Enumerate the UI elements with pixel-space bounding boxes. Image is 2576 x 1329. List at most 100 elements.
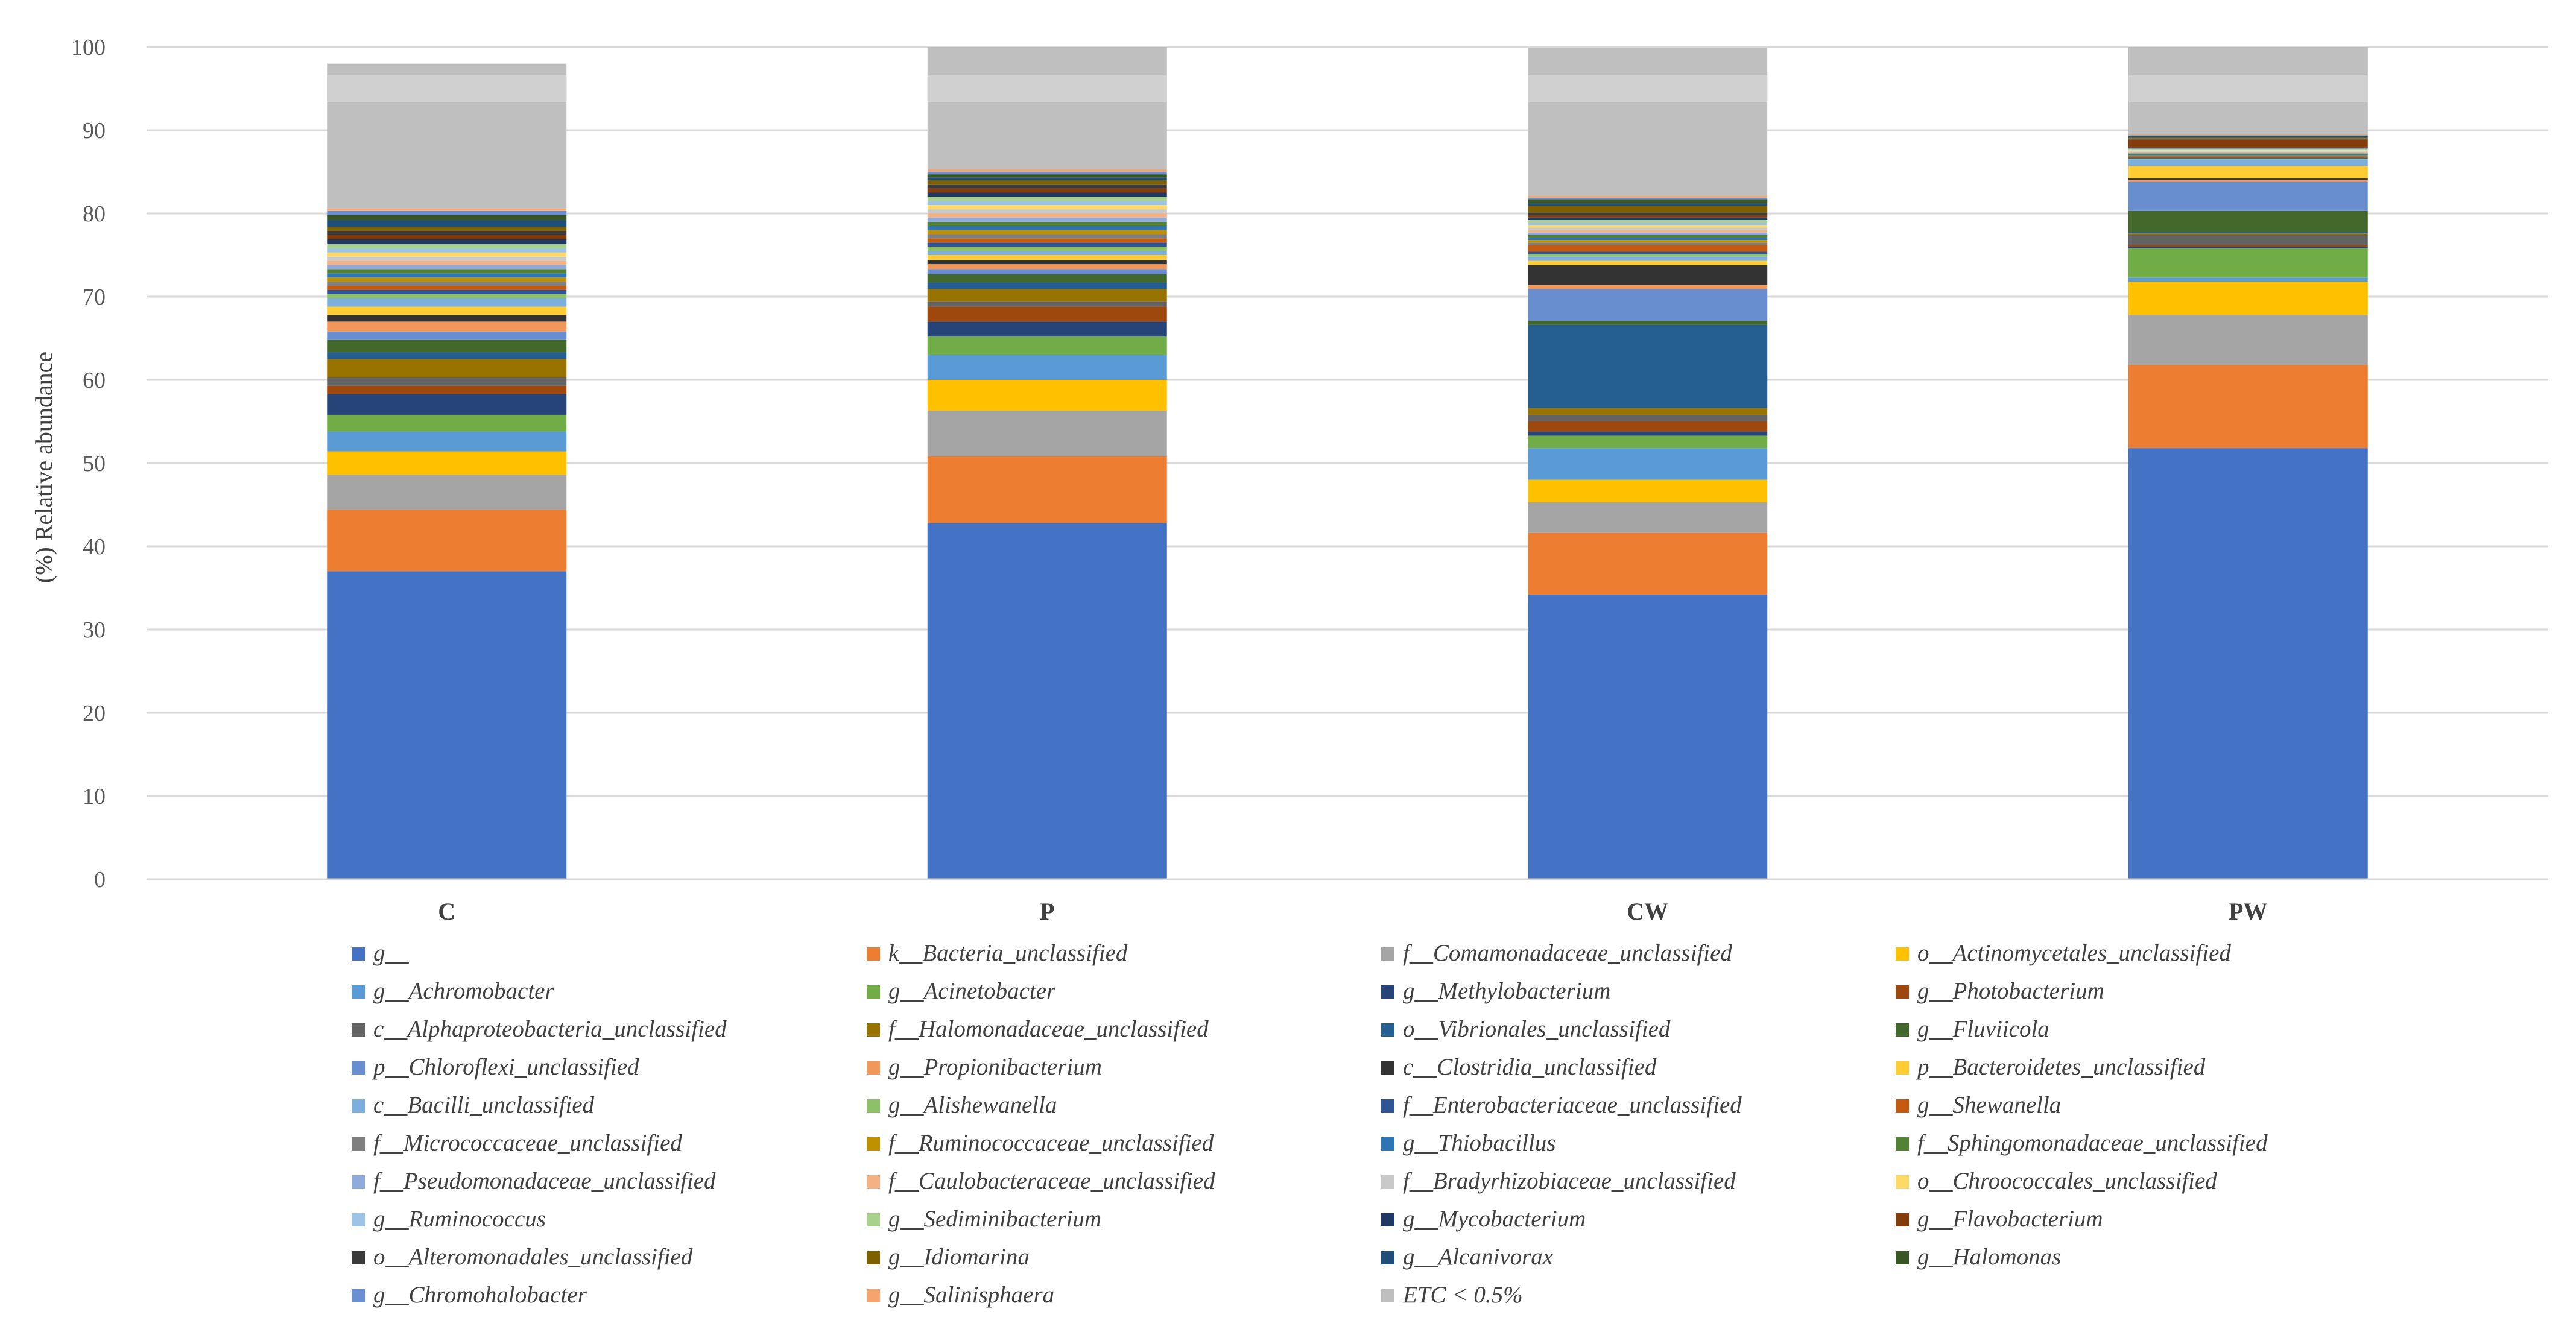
bar-segment xyxy=(327,256,567,261)
bar-segment xyxy=(927,234,1167,239)
bar-segment xyxy=(2128,448,2368,879)
bar-segment xyxy=(1528,431,1768,436)
legend-label: c__Clostridia_unclassified xyxy=(1403,1054,1657,1080)
bar-segment xyxy=(927,282,1167,289)
bar-segment xyxy=(2128,365,2368,449)
legend-item: g__Ruminococcus xyxy=(352,1206,546,1232)
legend-swatch xyxy=(1896,985,1909,999)
bar-segment xyxy=(927,301,1167,307)
bar-segment xyxy=(327,339,567,353)
bar-segment xyxy=(2128,139,2368,148)
bar-segment xyxy=(1528,232,1768,235)
y-tick-label: 30 xyxy=(83,617,106,643)
legend-label: f__Caulobacteraceae_unclassified xyxy=(888,1168,1215,1194)
bar-segment xyxy=(1528,199,1768,204)
bar-segment xyxy=(927,201,1167,206)
legend-swatch xyxy=(352,1023,365,1037)
bar-segment xyxy=(927,380,1167,411)
bar-segment xyxy=(327,451,567,475)
bar-segment xyxy=(927,172,1167,175)
legend-label: f__Enterobacteriaceae_unclassified xyxy=(1403,1092,1742,1118)
bar-segment xyxy=(327,377,567,386)
legend-swatch xyxy=(867,1175,880,1189)
bar-segment xyxy=(927,355,1167,380)
bar-segment xyxy=(1528,595,1768,879)
bar-segment xyxy=(2128,232,2368,234)
bars xyxy=(327,47,2368,879)
legend-swatch xyxy=(1381,1061,1394,1075)
legend-item: f__Enterobacteriaceae_unclassified xyxy=(1381,1092,1742,1118)
legend-item: g__Alishewanella xyxy=(867,1092,1057,1118)
bar-segment xyxy=(327,510,567,572)
bar-segment xyxy=(1528,203,1768,206)
bar-segment xyxy=(1528,227,1768,230)
bar-segment xyxy=(1528,223,1768,226)
bar-segment xyxy=(1528,245,1768,252)
y-tick-label: 100 xyxy=(71,35,106,60)
bar-segment xyxy=(1528,251,1768,254)
bar-segment xyxy=(1528,321,1768,325)
legend-label: g__Sediminibacterium xyxy=(888,1206,1101,1232)
bar-segment-band xyxy=(2128,75,2368,102)
legend-item: f__Ruminococcaceae_unclassified xyxy=(867,1130,1214,1156)
bar-segment xyxy=(927,523,1167,879)
y-axis-label: (%) Relative abundance xyxy=(30,352,57,583)
bar-segment xyxy=(327,265,567,270)
legend-swatch xyxy=(1896,1251,1909,1264)
bar-segment xyxy=(1528,265,1768,285)
bar-segment xyxy=(327,239,567,245)
bar-segment xyxy=(927,306,1167,322)
bar-segment xyxy=(2128,315,2368,365)
legend-label: k__Bacteria_unclassified xyxy=(888,940,1128,966)
bar-segment xyxy=(327,273,567,278)
legend-swatch xyxy=(867,985,880,999)
legend-swatch xyxy=(1896,1023,1909,1037)
legend-item: g__Mycobacterium xyxy=(1381,1206,1586,1232)
bar-segment xyxy=(2128,154,2368,156)
legend-swatch xyxy=(867,1061,880,1075)
bar-segment xyxy=(927,321,1167,337)
bar-segment xyxy=(1528,421,1768,432)
legend-label: g__Shewanella xyxy=(1917,1092,2061,1118)
bar-segment xyxy=(2128,150,2368,151)
legend-swatch xyxy=(1381,985,1394,999)
bar-segment xyxy=(1528,212,1768,215)
bar-segment xyxy=(927,260,1167,265)
bar-segment xyxy=(1528,408,1768,415)
bar-segment xyxy=(327,248,567,253)
bar-segment xyxy=(327,298,567,307)
legend-swatch xyxy=(1381,1289,1394,1302)
legend-label: c__Alphaproteobacteria_unclassified xyxy=(373,1016,727,1042)
bar-segment xyxy=(2128,247,2368,248)
legend-item: g__Propionibacterium xyxy=(867,1054,1102,1080)
legend: g__ k__Bacteria_unclassified f__Comamonada… xyxy=(352,940,2268,1308)
legend-label: g__Propionibacterium xyxy=(888,1054,1102,1080)
bar-segment xyxy=(327,294,567,298)
legend-item: g__ xyxy=(352,940,409,966)
legend-label: g__Thiobacillus xyxy=(1403,1130,1556,1156)
bar-segment xyxy=(927,169,1167,172)
bar-segment xyxy=(327,215,567,221)
bar-segment xyxy=(2128,282,2368,315)
bar-segment xyxy=(2128,148,2368,150)
legend-label: g__Flavobacterium xyxy=(1917,1206,2103,1232)
bar-segment xyxy=(1528,217,1768,221)
bar-segment xyxy=(327,431,567,452)
legend-item: g__Methylobacterium xyxy=(1381,978,1610,1004)
bar-segment xyxy=(327,385,567,394)
bar-segment xyxy=(927,174,1167,178)
legend-item: c__Alphaproteobacteria_unclassified xyxy=(352,1016,727,1042)
legend-item: g__Achromobacter xyxy=(352,978,554,1004)
y-tick-label: 0 xyxy=(94,867,106,892)
bar-segment xyxy=(1528,285,1768,289)
legend-swatch xyxy=(1896,1099,1909,1113)
legend-swatch xyxy=(867,1213,880,1226)
legend-label: g__Salinisphaera xyxy=(888,1282,1054,1308)
legend-label: o__Alteromonadales_unclassified xyxy=(373,1244,693,1270)
bar-segment xyxy=(927,456,1167,523)
bar-segment xyxy=(927,411,1167,456)
bar-segment xyxy=(327,352,567,359)
legend-swatch xyxy=(352,1175,365,1189)
bar-segment xyxy=(2128,248,2368,278)
legend-item: f__Comamonadaceae_unclassified xyxy=(1381,940,1732,966)
